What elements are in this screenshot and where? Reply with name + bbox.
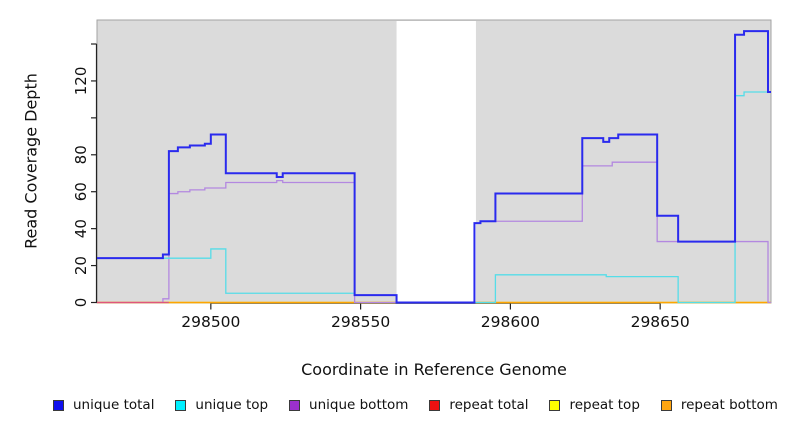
y-axis-title: Read Coverage Depth [21, 73, 41, 249]
x-axis-title: Coordinate in Reference Genome [301, 360, 567, 379]
legend-label: unique top [195, 397, 269, 413]
y-tick-label: 60 [72, 182, 90, 201]
series-unique-total [97, 30, 771, 304]
legend-item-unique-total: unique total [53, 397, 154, 413]
legend-swatch-repeat-bottom [660, 399, 672, 411]
legend-label: repeat total [449, 397, 529, 413]
legend-swatch-repeat-total [429, 399, 441, 411]
legend-swatch-unique-total [53, 399, 64, 411]
legend-swatch-repeat-top [549, 399, 561, 411]
legend-label: repeat top [569, 397, 640, 413]
y-tick-label: 80 [72, 145, 90, 164]
y-tick-label: 120 [72, 67, 90, 96]
legend-item-repeat-top: repeat top [549, 397, 640, 413]
legend-label: repeat bottom [680, 397, 778, 413]
x-tick-label: 298550 [331, 313, 390, 331]
y-tick-label: 40 [72, 219, 90, 238]
series-unique-bottom [97, 161, 771, 304]
legend-item-unique-bottom: unique bottom [289, 397, 408, 413]
legend-item-repeat-bottom: repeat bottom [660, 397, 778, 413]
y-tick-label: 0 [72, 298, 90, 308]
legend-item-repeat-total: repeat total [429, 397, 529, 413]
coverage-plot-canvas: 0 20 40 60 80 120 298500 298550 298600 298650 [72, 19, 772, 331]
legend: unique total unique top unique bottom re… [0, 393, 792, 417]
legend-label: unique bottom [309, 397, 409, 413]
x-tick-label: 298650 [631, 313, 690, 331]
legend-swatch-unique-top [175, 399, 187, 411]
legend-item-unique-top: unique top [175, 397, 268, 413]
x-tick-label: 298600 [481, 313, 540, 331]
masked-gap-region [396, 21, 476, 302]
legend-swatch-unique-bottom [289, 399, 301, 411]
legend-label: unique total [73, 397, 155, 413]
x-tick-label: 298500 [181, 313, 240, 331]
y-tick-label: 20 [72, 256, 90, 275]
